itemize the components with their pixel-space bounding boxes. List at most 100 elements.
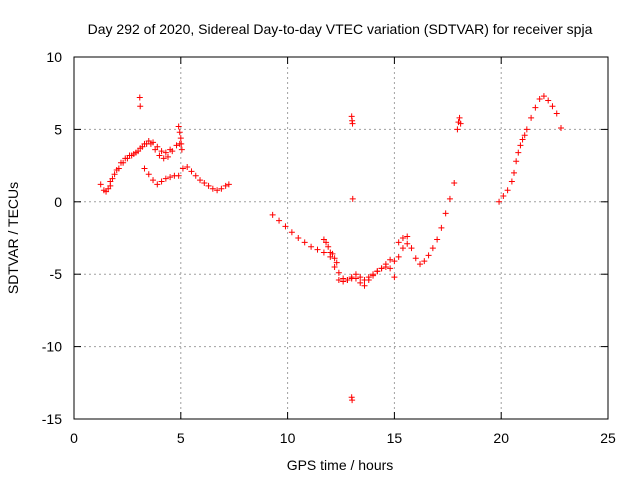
data-point — [150, 177, 157, 184]
data-point — [218, 185, 225, 192]
chart-title: Day 292 of 2020, Sidereal Day-to-day VTE… — [88, 21, 593, 37]
data-point — [178, 140, 185, 147]
data-point — [201, 179, 208, 186]
data-point — [553, 110, 560, 117]
data-point — [197, 177, 204, 184]
data-point — [314, 246, 321, 253]
data-point — [558, 124, 565, 131]
data-point — [128, 152, 135, 159]
data-point — [513, 158, 520, 165]
data-point — [349, 397, 356, 404]
data-point — [382, 263, 389, 270]
data-point — [361, 282, 368, 289]
data-point — [333, 259, 340, 266]
data-point — [192, 172, 199, 179]
data-point — [329, 250, 336, 257]
grid — [74, 57, 608, 419]
x-tick-label: 10 — [280, 430, 296, 446]
y-tick-label: 10 — [46, 49, 62, 65]
data-point — [446, 195, 453, 202]
data-point — [158, 148, 165, 155]
data-point — [145, 137, 152, 144]
data-point — [391, 258, 398, 265]
data-point — [162, 149, 169, 156]
data-point — [150, 139, 157, 146]
y-tick-label: 5 — [54, 121, 62, 137]
data-point — [132, 149, 139, 156]
data-point — [374, 268, 381, 275]
data-point — [399, 245, 406, 252]
data-point — [408, 245, 415, 252]
data-point — [137, 103, 144, 110]
plot-frame — [73, 56, 609, 420]
data-point — [115, 165, 122, 172]
data-points — [97, 93, 565, 404]
data-point — [154, 181, 161, 188]
data-point — [156, 152, 163, 159]
data-point — [308, 243, 315, 250]
data-series — [496, 93, 565, 205]
data-point — [164, 153, 171, 160]
data-point — [97, 181, 104, 188]
data-point — [162, 175, 169, 182]
x-tick-label: 0 — [70, 430, 78, 446]
data-point — [177, 135, 184, 142]
data-point — [438, 224, 445, 231]
x-tick-labels: 0 5 10 15 20 25 — [70, 430, 616, 446]
data-point — [457, 120, 464, 127]
data-point — [528, 114, 535, 121]
data-series — [320, 233, 411, 283]
x-tick-label: 20 — [493, 430, 509, 446]
data-point — [145, 171, 152, 178]
data-point — [205, 182, 212, 189]
y-axis-label: SDTVAR / TECUs — [5, 182, 21, 294]
data-point — [301, 239, 308, 246]
data-point — [429, 245, 436, 252]
data-point — [536, 95, 543, 102]
data-point — [335, 276, 342, 283]
data-point — [515, 149, 522, 156]
data-point — [387, 256, 394, 263]
data-point — [184, 164, 191, 171]
data-point — [370, 271, 377, 278]
data-point — [532, 104, 539, 111]
data-point — [178, 146, 185, 153]
data-point — [417, 261, 424, 268]
data-point — [425, 252, 432, 259]
data-point — [421, 258, 428, 265]
data-point — [167, 146, 174, 153]
data-point — [137, 145, 144, 152]
x-tick-label: 15 — [387, 430, 403, 446]
data-point — [545, 97, 552, 104]
data-point — [107, 178, 114, 185]
data-point — [496, 198, 503, 205]
data-point — [521, 132, 528, 139]
data-point — [517, 142, 524, 149]
data-point — [523, 126, 530, 133]
y-tick-label: -10 — [42, 339, 62, 355]
data-point — [412, 255, 419, 262]
data-point — [391, 274, 398, 281]
data-point — [511, 169, 518, 176]
data-series — [141, 164, 232, 194]
data-point — [395, 239, 402, 246]
data-series — [269, 179, 458, 289]
data-point — [365, 274, 372, 281]
data-point — [378, 265, 385, 272]
data-point — [120, 159, 127, 166]
data-point — [325, 243, 332, 250]
data-point — [323, 239, 330, 246]
data-point — [288, 229, 295, 236]
y-tick-labels: -15 -10 -5 0 5 10 — [42, 49, 62, 427]
data-point — [434, 236, 441, 243]
y-tick-label: 0 — [54, 194, 62, 210]
data-point — [154, 143, 161, 150]
data-point — [141, 165, 148, 172]
data-point — [214, 187, 221, 194]
data-point — [442, 210, 449, 217]
data-point — [340, 275, 347, 282]
data-point — [320, 249, 327, 256]
data-point — [399, 235, 406, 241]
